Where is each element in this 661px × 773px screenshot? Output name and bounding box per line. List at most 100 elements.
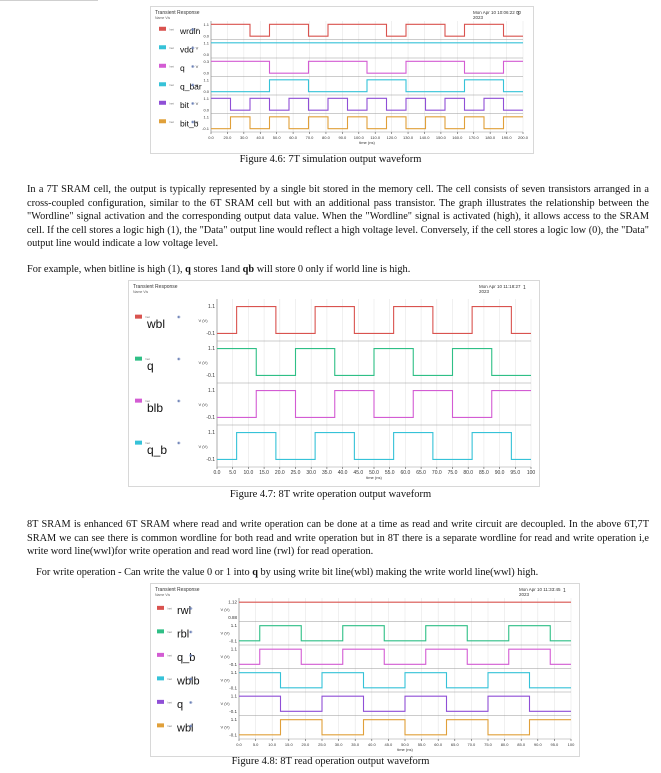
x-axis-label: time (ns): [359, 140, 375, 145]
x-tick-label: 20.0: [302, 742, 311, 747]
x-tick-label: 25.0: [291, 470, 301, 476]
x-tick-label: 80.0: [501, 742, 510, 747]
y-axis-label: V (V): [220, 677, 230, 682]
legend-swatch: [157, 605, 164, 610]
p2-q: q: [185, 264, 191, 275]
x-tick-label: 0.0: [208, 135, 214, 140]
visibility-icon: ◉: [191, 100, 195, 105]
plot-date: Mon Apr 10 10:06:22 00: [473, 10, 522, 15]
legend-swatch: [159, 82, 166, 87]
x-tick-label: 90.0: [338, 135, 347, 140]
x-tick-label: 110.0: [370, 135, 380, 140]
x-tick-label: 85.0: [517, 742, 526, 747]
figure-4-7-caption: Figure 4.7: 8T write operation output wa…: [229, 489, 432, 500]
y-tick-high: 1.1: [203, 77, 209, 82]
y-axis-label: V (V): [220, 724, 230, 729]
legend-swatch: [159, 63, 166, 68]
y-tick-high: 1.1: [203, 22, 209, 27]
y-axis-label: V (V): [198, 360, 208, 365]
y-tick-low: -0.1: [206, 373, 215, 379]
y-tick-low: 0.0: [203, 108, 209, 113]
y-axis-label: V: [196, 46, 199, 51]
x-tick-label: 70.0: [468, 742, 477, 747]
page-top-rule: [0, 0, 98, 1]
plot-page-mark: 1: [517, 11, 520, 17]
waveform-bit: [211, 97, 523, 111]
x-tick-label: 65.0: [416, 470, 426, 476]
legend-net: /net: [145, 441, 150, 445]
x-tick-label: 25.0: [318, 742, 327, 747]
visibility-icon: ◉: [191, 63, 195, 68]
y-tick-low: -0.1: [206, 415, 215, 421]
visibility-icon: ◉: [191, 82, 195, 87]
legend-net: /net: [169, 64, 174, 68]
y-tick-high: 1.1: [208, 304, 215, 310]
x-tick-label: 10.0: [268, 742, 277, 747]
legend-net: /net: [145, 357, 150, 361]
p2-text-b: stores 1and: [190, 264, 243, 275]
x-tick-label: 180.0: [485, 135, 496, 140]
y-axis-label: V (V): [220, 630, 230, 635]
x-tick-label: 70.0: [432, 470, 442, 476]
plot-header: Transient Response: [155, 10, 200, 16]
legend-swatch: [135, 398, 142, 403]
x-tick-label: 30.0: [335, 742, 344, 747]
x-tick-label: 190.0: [502, 135, 513, 140]
x-tick-label: 120.0: [387, 135, 398, 140]
x-tick-label: 60.0: [289, 135, 298, 140]
visibility-icon: ◉: [189, 676, 193, 681]
y-tick-low: -0.1: [229, 685, 237, 690]
x-tick-label: 80.0: [322, 135, 331, 140]
waveform-blb: [217, 390, 531, 418]
legend-swatch: [159, 100, 166, 105]
visibility-icon: ◉: [177, 398, 181, 403]
legend-swatch: [135, 356, 142, 361]
legend-swatch: [135, 314, 142, 319]
y-tick-low: -0.1: [229, 732, 237, 737]
signal-label: vdd: [180, 45, 194, 55]
y-tick-high: 1.1: [231, 694, 238, 699]
legend-net: /net: [167, 677, 172, 681]
x-tick-label: 45.0: [353, 470, 363, 476]
p2-text-a: For example, when bitline is high (1),: [27, 264, 186, 275]
y-axis-label: V: [196, 120, 199, 125]
y-tick-low: -0.1: [229, 709, 237, 714]
x-tick-label: 50.0: [273, 135, 282, 140]
legend-swatch: [159, 26, 166, 31]
y-tick-high: 1.1: [203, 96, 209, 101]
x-tick-label: 75.0: [484, 742, 493, 747]
waveform-q_bar: [211, 79, 523, 93]
x-tick-label: 90.0: [534, 742, 543, 747]
plot-year: 2023: [473, 15, 484, 20]
plot-year: 2023: [479, 289, 490, 294]
waveform-q: [239, 695, 571, 712]
figure-4-6-waveform: Transient Response Name Vis Mon Apr 10 10:…: [150, 6, 534, 154]
legend-net: /net: [167, 653, 172, 657]
figure-4-6-caption: Figure 4.6: 7T simulation output wavefor…: [239, 154, 422, 165]
legend-net: /net: [167, 606, 172, 610]
visibility-icon: ◉: [189, 605, 193, 610]
paragraph-8t-description: 8T SRAM is enhanced 6T SRAM where read a…: [27, 519, 649, 558]
x-tick-label: 0.0: [214, 470, 221, 476]
x-tick-label: 200.0: [518, 135, 529, 140]
legend-swatch: [159, 119, 166, 124]
y-tick-high: 1.1: [208, 388, 215, 394]
signal-label: wbl: [146, 317, 165, 331]
waveform-wbl: [239, 719, 571, 736]
x-tick-label: 30.0: [240, 135, 249, 140]
y-tick-low: -0.1: [206, 331, 215, 337]
x-tick-label: 100.0: [354, 135, 365, 140]
visibility-icon: ◉: [191, 45, 195, 50]
x-tick-label: 170.0: [469, 135, 480, 140]
x-tick-label: 20.0: [275, 470, 285, 476]
figure-4-7-waveform: Transient Response Name Vis Mon Apr 10 11:…: [128, 280, 540, 487]
x-tick-label: 80.0: [463, 470, 473, 476]
y-tick-high: 1.1: [208, 346, 215, 352]
legend-net: /net: [167, 630, 172, 634]
plot-subheader: Name Vis: [155, 593, 170, 597]
x-tick-label: 55.0: [385, 470, 395, 476]
plot-page-mark: 1: [523, 285, 526, 291]
